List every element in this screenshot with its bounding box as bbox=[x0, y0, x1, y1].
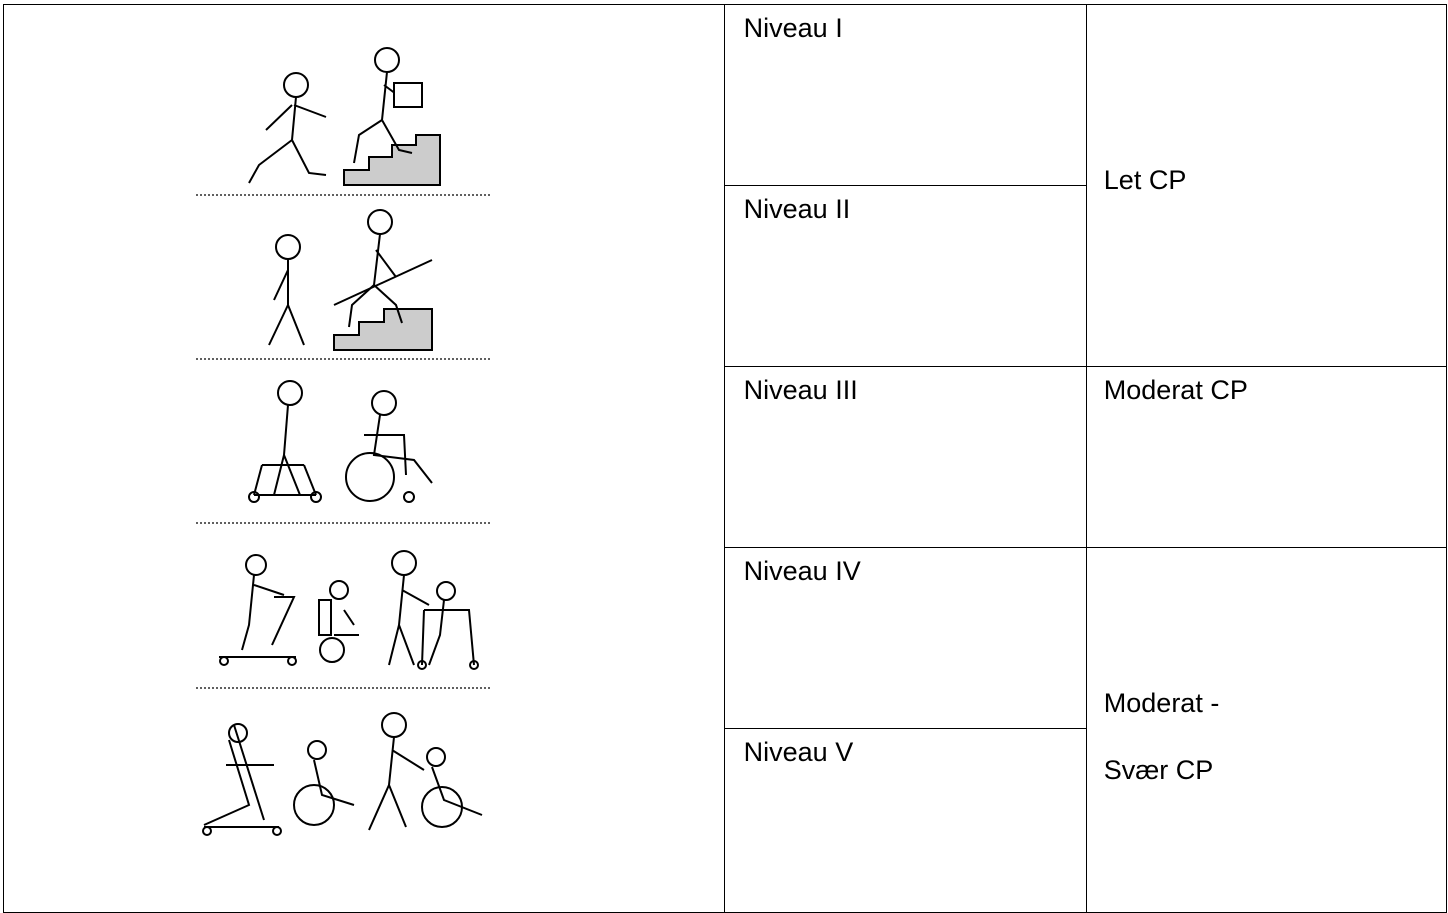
classification-moderate: Moderat CP bbox=[1103, 375, 1248, 405]
classification-cell: Moderat - Svær CP bbox=[1085, 547, 1448, 913]
level-label: Niveau IV bbox=[743, 556, 861, 586]
separators bbox=[196, 194, 492, 689]
level-cell: Niveau V bbox=[723, 728, 1087, 913]
walker-wheelchair-icon bbox=[248, 380, 433, 503]
classification-severe-line1: Moderat - bbox=[1103, 688, 1220, 718]
stander-powerchair-walker-icon bbox=[219, 550, 479, 670]
walking-railing-stairs-icon bbox=[268, 209, 433, 351]
level-label: Niveau V bbox=[743, 737, 854, 767]
level-label: Niveau II bbox=[743, 194, 851, 224]
stander-wheelchair-pushed-icon bbox=[202, 712, 483, 836]
gmfcs-illustrations bbox=[196, 47, 492, 836]
level-cell: Niveau II bbox=[723, 185, 1087, 367]
level-cell: Niveau III bbox=[723, 366, 1087, 548]
classification-severe-line2: Svær CP bbox=[1103, 755, 1214, 785]
walking-running-stairs-icon bbox=[248, 47, 441, 186]
level-cell: Niveau IV bbox=[723, 547, 1087, 729]
classification-cell: Let CP bbox=[1085, 4, 1448, 367]
classification-cell: Moderat CP bbox=[1085, 366, 1448, 548]
level-label: Niveau III bbox=[743, 375, 858, 405]
level-label: Niveau I bbox=[743, 13, 843, 43]
illustration-cell bbox=[3, 4, 725, 913]
classification-mild: Let CP bbox=[1103, 165, 1187, 195]
gmfcs-table: Niveau I Let CP Niveau II Niveau III Mod… bbox=[3, 4, 1448, 913]
level-cell: Niveau I bbox=[723, 4, 1087, 186]
